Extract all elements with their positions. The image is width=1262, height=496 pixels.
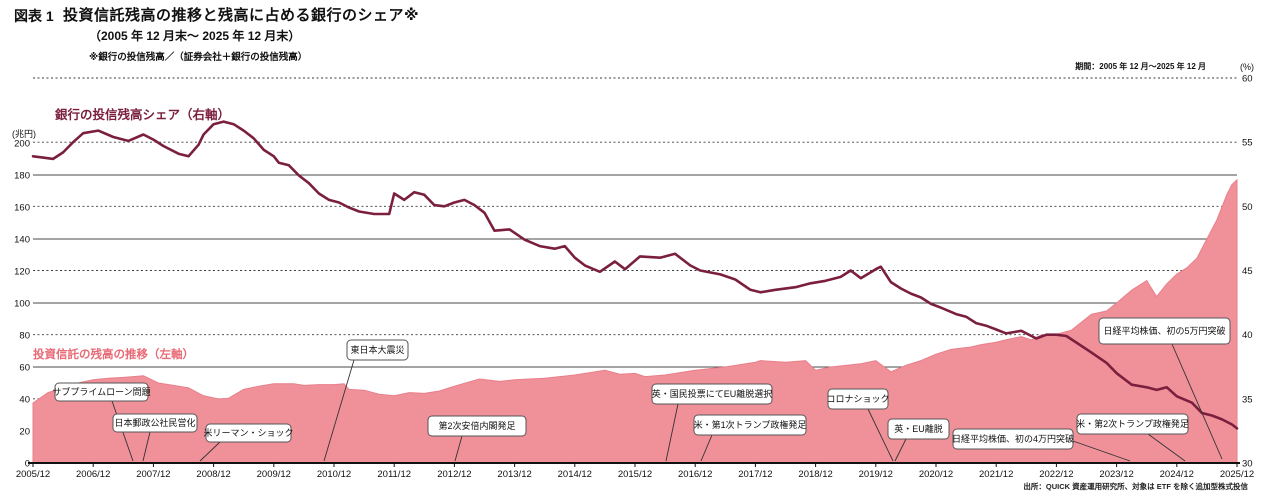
left-axis-tick-label: 200: [14, 139, 30, 150]
x-axis-tick-label: 2022/12: [1039, 469, 1073, 480]
period-label: 期間：2005 年 12 月～2025 年 12 月: [1075, 62, 1206, 71]
annotation-leader-line: [1171, 343, 1223, 460]
right-axis-tick-label: 50: [1242, 202, 1253, 213]
left-axis-tick-label: 80: [19, 331, 30, 342]
right-axis-tick-label: 60: [1242, 74, 1253, 85]
title-footnote: ※銀行の投信残高／（証券会社＋銀行の投信残高）: [89, 52, 308, 63]
x-axis-tick-label: 2015/12: [618, 469, 652, 480]
annotation-label: コロナショック: [826, 394, 889, 404]
right-axis-tick-label: 40: [1242, 330, 1253, 341]
source-note: 出所：QUICK 資産運用研究所、対象は ETF を除く追加型株式投信: [1023, 482, 1248, 491]
annotation-label: 英・EU離脱: [894, 423, 943, 434]
x-axis-tick-label: 2005/12: [16, 469, 50, 480]
annotation-leader-line: [894, 438, 907, 462]
annotation-leader-line: [1147, 433, 1186, 462]
left-axis-tick-label: 120: [14, 267, 30, 278]
annotation-box: [952, 428, 1074, 450]
annotation-leader-line: [867, 408, 894, 462]
annotation-box: [827, 388, 889, 410]
x-axis-tick-label: 2018/12: [798, 469, 832, 480]
left-axis-tick-label: 60: [19, 363, 30, 374]
x-axis-tick-label: 2011/12: [377, 469, 411, 480]
annotation-leader-line: [199, 441, 221, 462]
x-axis-tick-label: 2024/12: [1160, 469, 1194, 480]
annotation-label: 英・国民投票にてEU離脱選択: [652, 388, 773, 399]
x-axis-tick-label: 2010/12: [317, 469, 351, 480]
left-axis-tick-label: 0: [25, 459, 30, 470]
annotation-leader-line: [142, 431, 151, 462]
annotation-box: [651, 383, 773, 405]
annotation-box: [346, 339, 409, 361]
annotation-box: [887, 418, 950, 440]
annotation-leader-line: [1072, 440, 1131, 462]
x-axis-tick-label: 2013/12: [497, 469, 531, 480]
annotation-label: 米・第1次トランプ政権発足: [694, 419, 807, 430]
left-axis-tick-label: 100: [14, 299, 30, 310]
annotation-box: [1098, 317, 1231, 345]
x-axis-tick-label: 2012/12: [437, 469, 471, 480]
legend-balance-area: 投資信託の残高の推移（左軸）: [33, 349, 194, 361]
annotation-leader-line: [454, 435, 463, 462]
annotation-box: [693, 414, 807, 436]
annotation-label: 第2次安倍内閣発足: [438, 420, 515, 431]
x-axis-tick-label: 2016/12: [678, 469, 712, 480]
legend-share-line: 銀行の投信残高シェア（右軸）: [55, 108, 231, 122]
annotation-label: 米リーマン・ショック: [203, 427, 293, 438]
left-axis-tick-label: 180: [14, 171, 30, 182]
annotation-label: 日本郵政公社民営化: [114, 417, 195, 428]
right-axis-tick-label: 55: [1242, 138, 1253, 149]
title-date-range: （2005 年 12 月末～ 2025 年 12 月末）: [89, 29, 301, 43]
left-axis-tick-label: 20: [19, 427, 30, 438]
figure-number: 図表 1: [14, 8, 54, 24]
left-axis-tick-label: 40: [19, 395, 30, 406]
x-axis-tick-label: 2021/12: [979, 469, 1013, 480]
x-axis-tick-label: 2025/12: [1220, 469, 1254, 480]
share-line-series: [31, 120, 1239, 430]
annotation-box: [205, 423, 292, 443]
x-axis-tick-label: 2014/12: [558, 469, 592, 480]
x-axis-tick-label: 2023/12: [1099, 469, 1133, 480]
x-axis-tick-label: 2006/12: [76, 469, 110, 480]
right-axis-tick-label: 30: [1242, 459, 1253, 470]
x-axis-tick-label: 2007/12: [136, 469, 170, 480]
annotation-label: 日経平均株価、初の4万円突破: [952, 433, 1074, 444]
x-axis-tick-label: 2020/12: [919, 469, 953, 480]
annotation-label: 東日本大震災: [350, 344, 404, 355]
annotation-leader-line: [700, 434, 713, 462]
right-axis-tick-label: 35: [1242, 394, 1253, 405]
balance-area-series: [32, 178, 1238, 464]
annotation-label: 日経平均株価、初の5万円突破: [1103, 325, 1225, 336]
x-axis-tick-label: 2019/12: [859, 469, 893, 480]
x-axis-tick-label: 2008/12: [196, 469, 230, 480]
annotation-label: 米・第2次トランプ政権発足: [1076, 418, 1189, 429]
left-axis-tick-label: 140: [14, 235, 30, 246]
page-title: 投資信託残高の推移と残高に占める銀行のシェア※: [63, 7, 420, 24]
annotation-box: [54, 382, 149, 402]
x-axis-tick-label: 2017/12: [738, 469, 772, 480]
annotation-leader-line: [323, 359, 355, 462]
right-axis-tick-label: 45: [1242, 266, 1253, 277]
annotation-box: [427, 415, 527, 437]
right-axis-unit: (%): [1240, 62, 1254, 72]
annotation-label: サブプライムローン問題: [52, 386, 150, 397]
x-axis-tick-label: 2009/12: [257, 469, 291, 480]
left-axis-tick-label: 160: [14, 203, 30, 214]
annotation-box: [112, 413, 198, 433]
annotation-leader-line: [665, 403, 679, 462]
left-axis-unit: (兆円): [12, 129, 36, 139]
annotation-box: [1076, 413, 1189, 435]
